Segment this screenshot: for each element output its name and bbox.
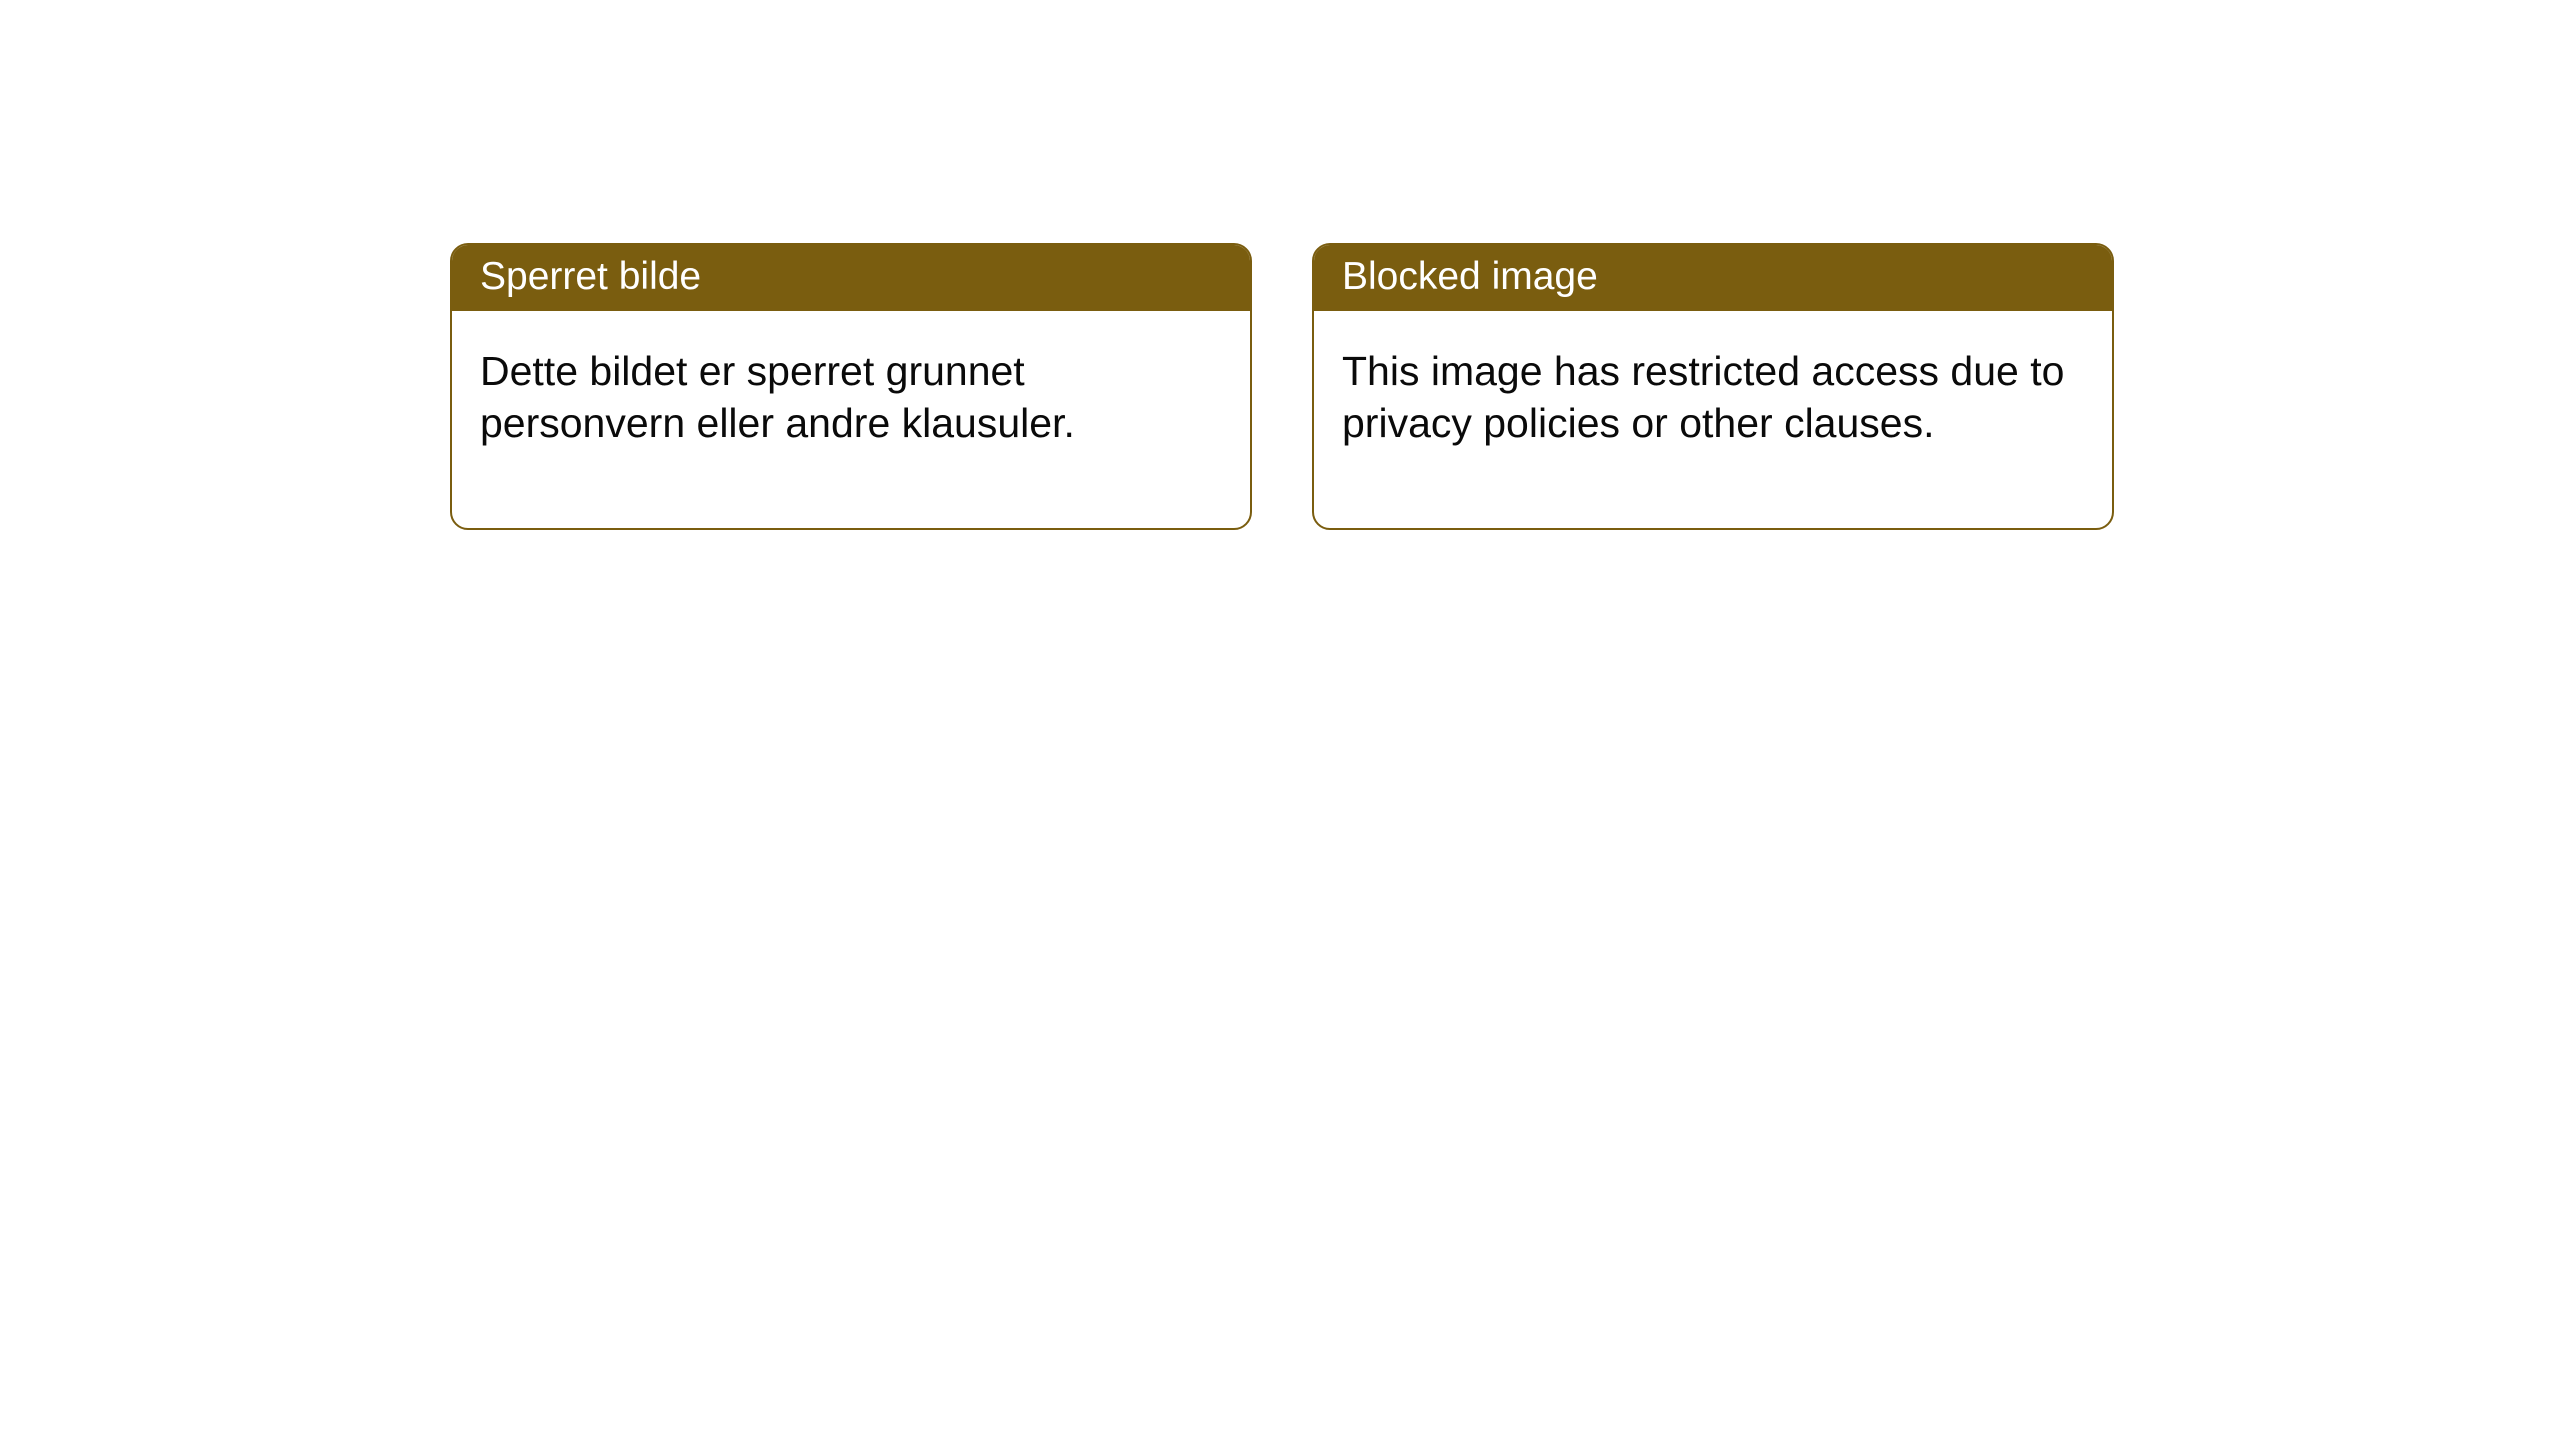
notice-cards-container: Sperret bilde Dette bildet er sperret gr… bbox=[0, 0, 2560, 530]
notice-card-title: Blocked image bbox=[1314, 245, 2112, 311]
notice-card-norwegian: Sperret bilde Dette bildet er sperret gr… bbox=[450, 243, 1252, 530]
notice-card-english: Blocked image This image has restricted … bbox=[1312, 243, 2114, 530]
notice-card-body: Dette bildet er sperret grunnet personve… bbox=[452, 311, 1250, 528]
notice-card-title: Sperret bilde bbox=[452, 245, 1250, 311]
notice-card-body: This image has restricted access due to … bbox=[1314, 311, 2112, 528]
